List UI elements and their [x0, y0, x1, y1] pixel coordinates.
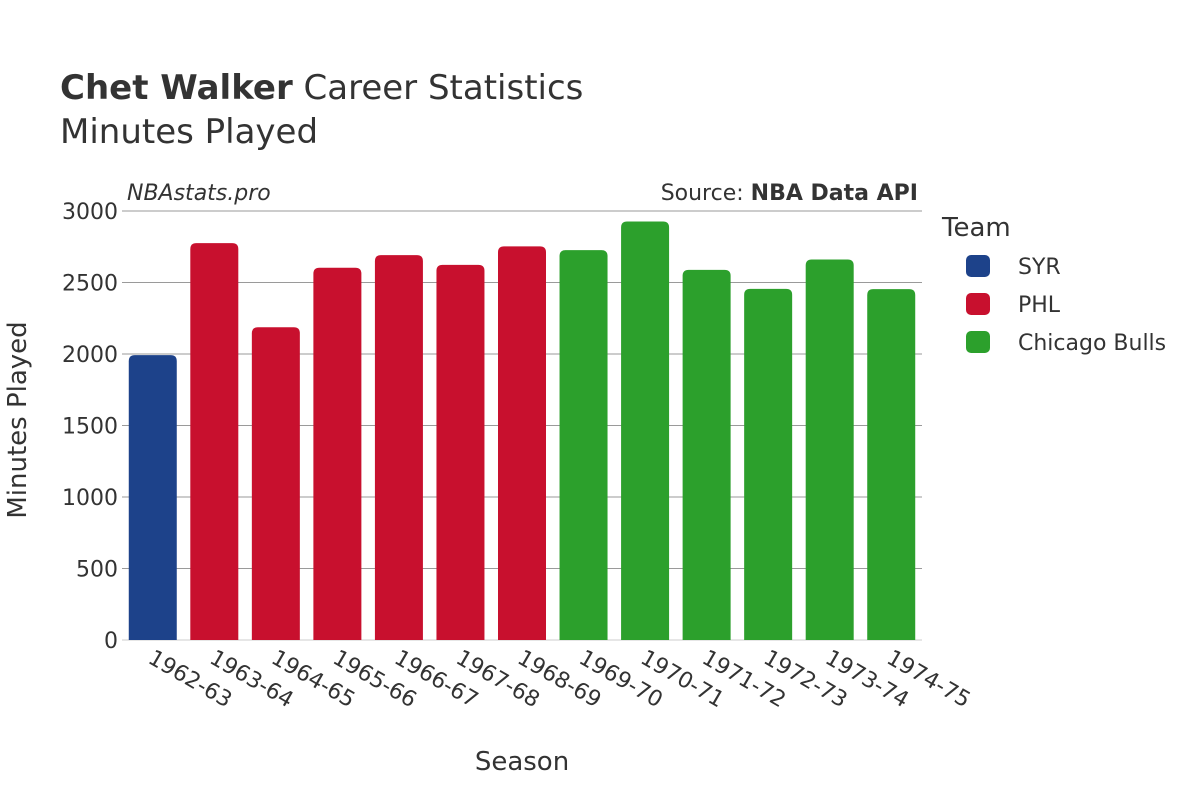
legend-label: PHL	[1018, 293, 1061, 318]
y-tick-label: 2000	[62, 343, 118, 368]
watermark: NBAstats.pro	[127, 181, 271, 206]
legend-title: Team	[941, 213, 1011, 243]
legend-label: Chicago Bulls	[1018, 331, 1166, 356]
bar-1963-64[interactable]	[190, 243, 239, 641]
source-label: Source:	[661, 181, 751, 206]
bar-1969-70[interactable]	[559, 250, 608, 640]
legend-label: SYR	[1018, 255, 1061, 280]
chart-title-block: Chet Walker Career Statistics Minutes Pl…	[60, 66, 583, 154]
bar-1970-71[interactable]	[621, 221, 670, 640]
x-axis-label: Season	[475, 747, 569, 777]
chart-title: Chet Walker Career Statistics	[60, 66, 583, 110]
title-suffix: Career Statistics	[292, 68, 584, 108]
legend: Team SYR PHL Chicago Bulls	[941, 213, 1166, 356]
bar-1968-69[interactable]	[498, 246, 546, 641]
y-tick-label: 1500	[62, 415, 118, 440]
bar-1973-74[interactable]	[805, 259, 854, 640]
player-name: Chet Walker	[60, 68, 293, 108]
source-name: NBA Data API	[751, 181, 918, 206]
bar-1967-68[interactable]	[436, 264, 485, 640]
y-tick-label: 1000	[62, 486, 118, 511]
bar-1964-65[interactable]	[251, 327, 300, 640]
x-tick-labels: 1962-631963-641964-651965-661966-671967-…	[144, 646, 975, 714]
y-axis-label: Minutes Played	[3, 321, 33, 518]
chart-subtitle: Minutes Played	[60, 112, 319, 152]
y-tick-label: 500	[76, 558, 118, 583]
bar-1974-75[interactable]	[867, 289, 916, 640]
y-tick-label: 0	[104, 629, 118, 654]
bar-1962-63[interactable]	[128, 355, 177, 640]
bar-1965-66[interactable]	[313, 267, 362, 640]
legend-swatch	[966, 293, 990, 315]
bar-1972-73[interactable]	[744, 288, 793, 640]
legend-swatch	[966, 255, 990, 277]
legend-items: SYR PHL Chicago Bulls	[966, 255, 1166, 356]
bar-1971-72[interactable]	[682, 269, 731, 640]
y-tick-label: 2500	[62, 272, 118, 297]
y-tick-label: 3000	[62, 200, 118, 225]
bar-1966-67[interactable]	[374, 255, 423, 640]
legend-swatch	[966, 331, 990, 353]
bars	[128, 221, 916, 641]
y-tick-labels: 0 500 1000 1500 2000 2500 3000	[62, 200, 118, 654]
source-credit: Source: NBA Data API	[661, 181, 918, 206]
